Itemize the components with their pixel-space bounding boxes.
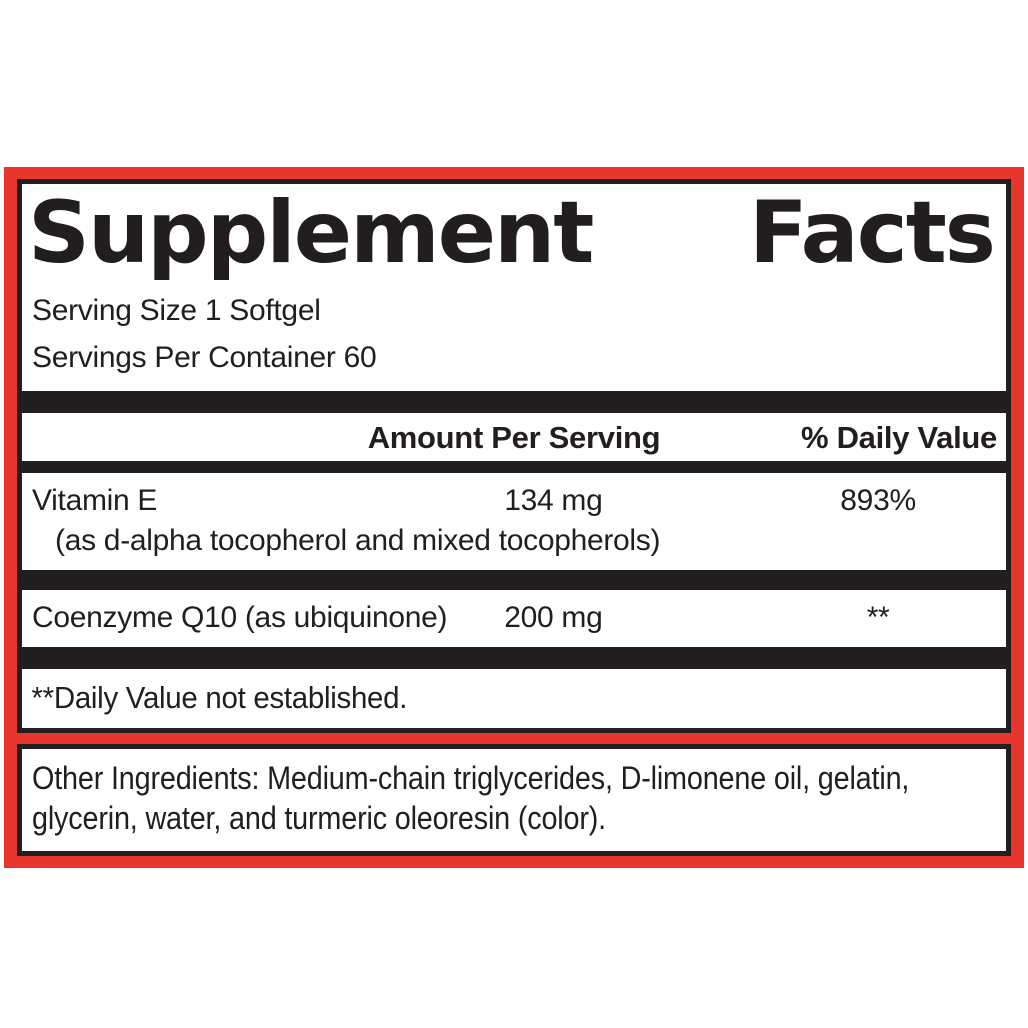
amount-per-serving-header: Amount Per Serving [367,420,661,456]
other-ingredients-panel: Other Ingredients: Medium-chain triglyce… [17,744,1011,857]
nutrient-row-vitamin-e: Vitamin E 134 mg 893% (as d-alpha tocoph… [22,473,1006,570]
other-ingredients-text: Other Ingredients: Medium-chain triglyce… [32,760,910,837]
nutrient-name: Coenzyme Q10 (as ubiquinone) [32,601,448,635]
nutrient-row-coq10: Coenzyme Q10 (as ubiquinone) 200 mg ** [22,590,1006,647]
supplement-label: Supplement Facts Serving Size 1 Softgel … [4,167,1024,869]
daily-value-footnote: **Daily Value not established. [31,680,408,716]
nutrient-detail: (as d-alpha tocopherol and mixed tocophe… [55,524,661,558]
separator-bar-bottom [22,647,1006,670]
panel-title: Supplement Facts [22,184,1006,281]
separator-bar-mid [22,570,1006,591]
panel-title-word-facts: Facts [748,183,996,283]
facts-panel: Supplement Facts Serving Size 1 Softgel … [17,179,1011,734]
nutrient-daily-value: 893% [840,484,916,518]
nutrient-name: Vitamin E [32,484,158,518]
column-header-row: Amount Per Serving % Daily Value [22,413,1006,461]
separator-bar-under-header [22,461,1006,474]
serving-size-text: Serving Size 1 Softgel [32,294,321,328]
nutrient-amount: 200 mg [504,601,603,635]
servings-per-container-text: Servings Per Container 60 [32,341,377,375]
separator-bar-thick-top [22,391,1006,414]
serving-info: Serving Size 1 Softgel Servings Per Cont… [22,281,1006,383]
nutrient-amount: 134 mg [504,484,603,518]
nutrient-daily-value: ** [866,601,890,635]
percent-daily-value-header: % Daily Value [801,420,997,456]
panel-title-word-supplement: Supplement [28,183,594,283]
